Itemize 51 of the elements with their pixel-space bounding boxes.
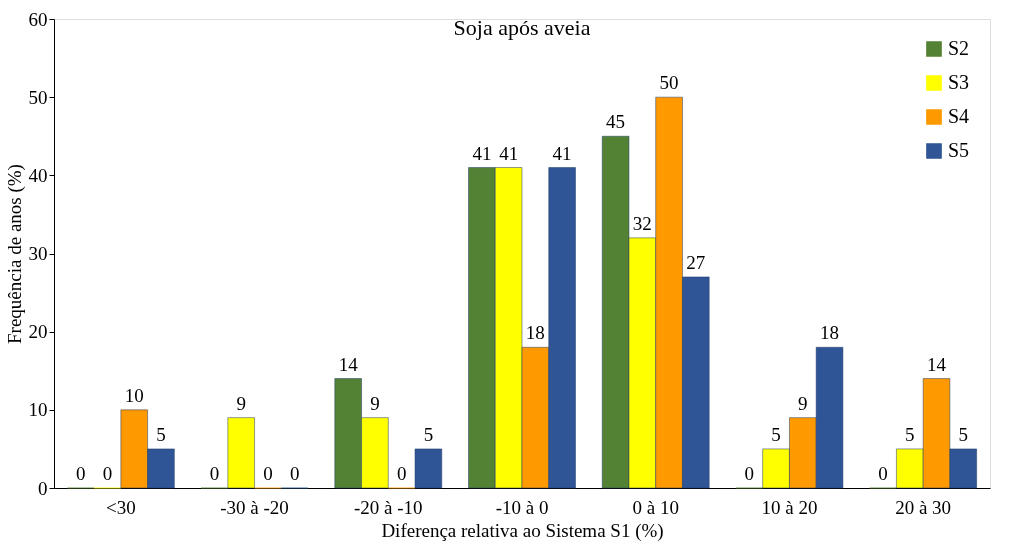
y-axis-title: Frequência de anos (%)	[3, 164, 26, 344]
data-label: 5	[423, 423, 434, 445]
x-tick-label: -30 à -20	[220, 496, 289, 518]
data-label: 5	[771, 423, 781, 445]
legend-label: S3	[948, 71, 970, 93]
y-tick-label: 40	[28, 164, 48, 186]
x-tick-label: -20 à -10	[353, 496, 423, 518]
data-label: 32	[632, 212, 652, 234]
y-tick-label: 50	[28, 86, 48, 108]
legend-label: S4	[948, 105, 970, 127]
data-label: 0	[102, 463, 113, 484]
data-label: 41	[552, 142, 572, 164]
x-tick-label: 10 à 20	[761, 496, 818, 518]
data-label: 0	[209, 463, 220, 484]
x-axis-title: Diferença relativa ao Sistema S1 (%)	[381, 519, 664, 542]
bar	[227, 417, 255, 489]
data-label: 9	[798, 392, 808, 414]
chart-title: Soja após aveia	[453, 15, 591, 40]
x-tick-label: 20 à 30	[895, 496, 952, 518]
data-label: 0	[263, 463, 273, 484]
data-label: 18	[525, 322, 545, 344]
data-label: 41	[472, 142, 492, 164]
data-label: 0	[289, 463, 300, 484]
y-tick-label: 20	[28, 321, 48, 343]
data-label: 18	[820, 322, 840, 344]
x-tick-label: 0 à 10	[632, 496, 679, 518]
data-label: 5	[905, 423, 915, 445]
legend-label: S2	[948, 37, 970, 59]
data-label: 0	[75, 463, 86, 484]
data-label: 0	[744, 463, 755, 484]
data-label: 14	[338, 353, 359, 375]
data-label: 0	[396, 463, 407, 484]
y-tick-label: 10	[28, 399, 48, 421]
y-tick-label: 60	[28, 8, 48, 30]
data-label: 5	[156, 423, 166, 445]
data-label: 41	[499, 142, 519, 164]
y-tick-label: 30	[28, 243, 48, 264]
data-label: 45	[606, 111, 626, 133]
data-label: 27	[686, 251, 706, 273]
data-label: 50	[659, 72, 679, 94]
legend-label: S5	[948, 139, 970, 161]
x-tick-label: -10 à 0	[495, 496, 549, 518]
data-label: 14	[927, 353, 947, 375]
data-label: 5	[958, 423, 969, 445]
data-label: 10	[124, 384, 144, 406]
y-tick-label: 0	[38, 477, 48, 499]
x-tick-label: <30	[106, 496, 136, 518]
data-label: 9	[236, 392, 246, 414]
bar	[414, 448, 443, 489]
data-label: 9	[370, 392, 380, 414]
data-label: 0	[878, 463, 888, 484]
